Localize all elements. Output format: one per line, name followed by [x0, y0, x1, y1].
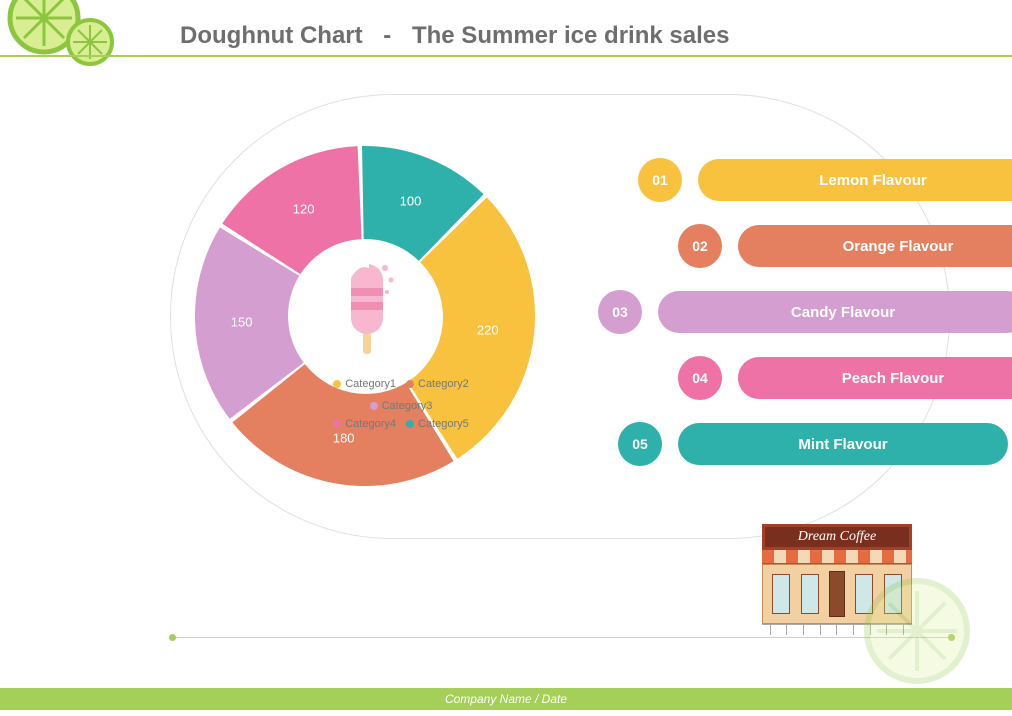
- legend-label: Category5: [418, 418, 469, 430]
- chart-legend: Category1 Category2 Category3 Category4 Cate…: [301, 378, 501, 436]
- flavour-row: 05 Mint Flavour: [618, 422, 1008, 466]
- flavour-pill: Mint Flavour: [678, 423, 1008, 465]
- legend-dot: [333, 380, 341, 388]
- legend-item: Category2: [406, 378, 469, 390]
- legend-item: Category4: [333, 418, 396, 430]
- slice-value-label: 220: [477, 322, 499, 337]
- footer-bar: Company Name / Date: [0, 688, 1012, 710]
- slice-value-label: 150: [231, 315, 253, 330]
- header-rule: [0, 55, 1012, 57]
- flavour-pill: Candy Flavour: [658, 291, 1012, 333]
- flavour-row: 02 Orange Flavour: [678, 224, 1012, 268]
- flavour-list: 01 Lemon Flavour 02 Orange Flavour 03 Candy F…: [578, 158, 1012, 488]
- shop-sign: Dream Coffee: [762, 524, 912, 550]
- flavour-number-badge: 04: [678, 356, 722, 400]
- title-dash: -: [369, 22, 405, 49]
- flavour-number-badge: 03: [598, 290, 642, 334]
- legend-dot: [333, 420, 341, 428]
- popsicle-icon: [339, 258, 399, 358]
- footer-text: Company Name / Date: [445, 692, 567, 706]
- flavour-pill: Peach Flavour: [738, 357, 1012, 399]
- lime-icon: [4, 0, 124, 70]
- legend-item: Category5: [406, 418, 469, 430]
- title-left: Doughnut Chart: [180, 22, 363, 49]
- legend-dot: [406, 420, 414, 428]
- slice-value-label: 120: [293, 201, 315, 216]
- legend-item: Category1: [333, 378, 396, 390]
- header: Doughnut Chart - The Summer ice drink sa…: [0, 0, 1012, 56]
- legend-label: Category2: [418, 378, 469, 390]
- bottom-rule: [170, 637, 954, 638]
- flavour-pill: Orange Flavour: [738, 225, 1012, 267]
- main-panel: Category1 Category2 Category3 Category4 Cate…: [170, 94, 950, 539]
- legend-label: Category4: [345, 418, 396, 430]
- legend-label: Category1: [345, 378, 396, 390]
- legend-item: Category3: [370, 400, 433, 412]
- flavour-row: 04 Peach Flavour: [678, 356, 1012, 400]
- shop-awning: [762, 550, 912, 564]
- flavour-number-badge: 02: [678, 224, 722, 268]
- slice-value-label: 180: [333, 430, 355, 445]
- flavour-row: 01 Lemon Flavour: [638, 158, 1012, 202]
- flavour-number-badge: 05: [618, 422, 662, 466]
- flavour-row: 03 Candy Flavour: [598, 290, 1012, 334]
- slice-value-label: 100: [400, 194, 422, 209]
- page-title: Doughnut Chart - The Summer ice drink sa…: [180, 22, 729, 50]
- doughnut-chart: Category1 Category2 Category3 Category4 Cate…: [195, 146, 535, 486]
- legend-dot: [406, 380, 414, 388]
- legend-dot: [370, 402, 378, 410]
- flavour-pill: Lemon Flavour: [698, 159, 1012, 201]
- flavour-number-badge: 01: [638, 158, 682, 202]
- lime-faint-icon: [862, 576, 972, 686]
- legend-label: Category3: [382, 400, 433, 412]
- title-right: The Summer ice drink sales: [412, 22, 729, 49]
